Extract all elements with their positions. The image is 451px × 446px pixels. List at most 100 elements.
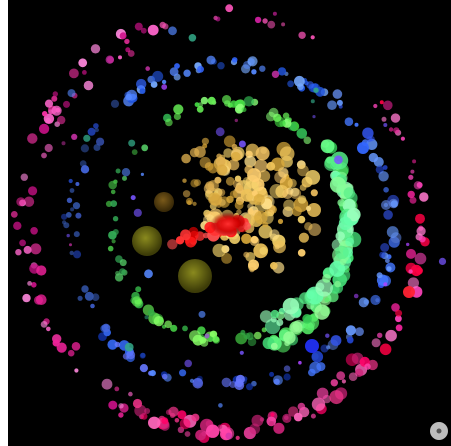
- outlier-node: [383, 282, 388, 287]
- magenta-node: [114, 386, 120, 392]
- magenta-node: [108, 400, 118, 410]
- blue-node: [277, 67, 287, 76]
- yellow-node: [217, 188, 226, 197]
- blue-node: [336, 99, 343, 106]
- green-node: [173, 112, 181, 121]
- yellow-node: [225, 176, 235, 186]
- yellow-node: [253, 193, 265, 206]
- magenta-node: [412, 159, 417, 164]
- blue-node: [251, 69, 257, 75]
- blue-node: [327, 100, 337, 110]
- blue-node: [330, 335, 342, 346]
- yellow-node: [305, 205, 312, 212]
- yellow-node: [199, 156, 211, 169]
- yellow-node: [259, 247, 268, 255]
- blue-node: [355, 327, 364, 336]
- blue-node: [73, 231, 80, 238]
- magenta-node: [206, 424, 220, 438]
- accent-node: [305, 339, 319, 353]
- green-node: [241, 107, 247, 113]
- magenta-node: [119, 32, 127, 40]
- yellow-node: [231, 143, 238, 150]
- yellow-node: [297, 215, 306, 224]
- magenta-node: [15, 249, 22, 256]
- outlier-node: [130, 195, 136, 201]
- outlier-node: [144, 315, 149, 320]
- magenta-node: [414, 252, 427, 265]
- magenta-node: [262, 18, 268, 24]
- outlier-node: [83, 134, 91, 142]
- magenta-node: [74, 368, 79, 373]
- green-node: [111, 239, 116, 244]
- outlier-node: [168, 26, 177, 36]
- blue-node: [90, 303, 95, 309]
- green-node: [234, 105, 244, 114]
- magenta-node: [400, 136, 405, 141]
- magenta-node: [269, 421, 274, 427]
- magenta-node: [395, 324, 403, 332]
- magenta-node: [191, 413, 200, 422]
- green-node: [194, 102, 200, 107]
- magenta-node: [408, 174, 414, 180]
- yellow-node: [229, 190, 238, 199]
- red-glow-node: [210, 212, 246, 236]
- blue-node: [246, 383, 253, 391]
- magenta-node: [379, 343, 392, 356]
- magenta-node: [128, 391, 133, 397]
- magenta-node: [272, 11, 277, 16]
- magenta-node: [297, 402, 306, 411]
- green-node: [189, 330, 201, 342]
- green-node: [212, 336, 220, 343]
- cyan-node: [315, 279, 333, 297]
- magenta-node: [298, 31, 306, 39]
- green-node: [243, 96, 255, 107]
- green-node: [113, 179, 118, 184]
- yellow-node: [305, 170, 321, 185]
- magenta-node: [10, 211, 18, 218]
- yellow-node: [297, 195, 307, 204]
- magenta-node: [52, 91, 58, 97]
- magenta-node: [174, 418, 180, 423]
- blue-node: [152, 70, 164, 82]
- blue-node: [179, 369, 187, 377]
- magenta-node: [23, 196, 35, 207]
- magenta-node: [184, 431, 191, 437]
- yellow-node: [228, 159, 240, 171]
- magenta-node: [71, 342, 81, 351]
- yellow-node: [243, 251, 250, 258]
- yellow-node: [223, 135, 236, 148]
- magenta-node: [407, 190, 415, 199]
- yellow-node: [307, 203, 321, 217]
- green-node: [110, 200, 118, 208]
- outlier-node: [105, 55, 115, 64]
- green-node: [314, 304, 330, 320]
- magenta-node: [56, 342, 67, 353]
- accent-node: [403, 286, 415, 298]
- magenta-node: [51, 95, 58, 102]
- yellow-node: [185, 197, 194, 205]
- magenta-node: [34, 295, 43, 305]
- blue-node: [383, 187, 389, 193]
- blue-node: [93, 123, 99, 129]
- blue-node: [259, 65, 266, 72]
- yellow-node: [290, 187, 300, 197]
- green-node: [119, 268, 126, 276]
- green-node: [253, 331, 262, 340]
- red-node: [167, 239, 178, 250]
- magenta-node: [82, 70, 87, 75]
- green-node: [230, 100, 238, 108]
- green-node: [131, 149, 138, 156]
- outlier-node: [312, 115, 316, 119]
- green-node: [207, 96, 216, 105]
- green-node: [289, 321, 303, 334]
- yellow-node: [189, 147, 200, 158]
- yellow-node: [249, 266, 255, 273]
- magenta-node: [348, 372, 358, 382]
- outlier-node: [184, 359, 192, 368]
- blue-node: [287, 80, 294, 88]
- olive-node: [154, 192, 174, 212]
- red-node: [183, 233, 190, 241]
- blue-node: [235, 374, 245, 384]
- corner-control[interactable]: [430, 422, 448, 440]
